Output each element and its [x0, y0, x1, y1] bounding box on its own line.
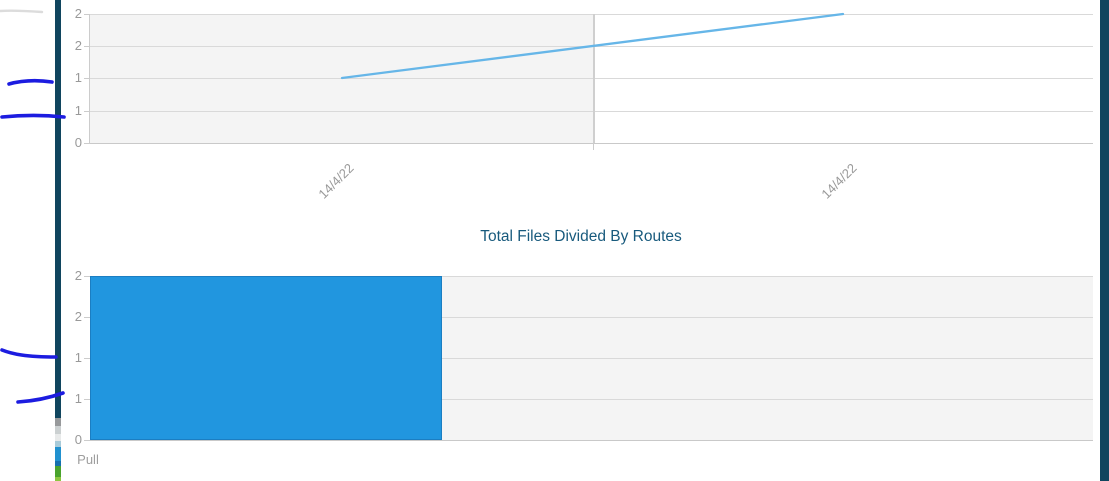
x-tick-label: 14/4/22 — [315, 160, 357, 202]
y-tick — [84, 276, 90, 277]
x-category-label: Pull — [77, 452, 99, 467]
left-strip-segment — [55, 477, 61, 481]
ink-stroke — [7, 79, 54, 86]
y-tick-label: 1 — [74, 70, 82, 85]
y-tick-label: 1 — [74, 103, 82, 118]
y-tick-label: 2 — [74, 6, 82, 21]
left-strip-segment — [55, 441, 61, 447]
gridline — [90, 399, 1093, 401]
gridline — [90, 276, 1093, 278]
y-tick-label: 2 — [74, 38, 82, 53]
y-tick-label: 2 — [74, 309, 82, 324]
gridline — [90, 78, 1093, 80]
left-strip-segment — [55, 426, 61, 434]
y-tick-label: 0 — [74, 432, 82, 447]
gridline — [90, 46, 1093, 48]
x-axis-line — [90, 143, 1093, 145]
y-tick — [84, 399, 90, 400]
bar-pull — [90, 276, 442, 440]
x-axis-line — [90, 440, 1093, 442]
y-tick — [84, 46, 90, 47]
x-tick-label: 14/4/22 — [818, 160, 860, 202]
left-strip-segment — [55, 461, 61, 466]
gridline — [90, 358, 1093, 360]
gridline — [90, 14, 1093, 16]
y-tick — [84, 78, 90, 79]
left-bar — [55, 0, 61, 418]
gridline — [90, 317, 1093, 319]
y-tick-label: 1 — [74, 391, 82, 406]
y-tick — [84, 14, 90, 15]
right-edge-strip — [1100, 0, 1109, 481]
left-strip-segment — [55, 466, 61, 477]
faint-ink-stroke — [0, 9, 44, 14]
left-strip-segment — [55, 418, 61, 426]
y-tick — [84, 111, 90, 112]
bar-chart-title: Total Files Divided By Routes — [480, 228, 682, 245]
gridline — [593, 14, 595, 143]
y-tick — [84, 358, 90, 359]
left-strip-segment — [55, 447, 61, 461]
x-tick — [593, 143, 594, 150]
ink-stroke — [0, 348, 58, 359]
y-tick — [84, 440, 90, 441]
y-tick-label: 1 — [74, 350, 82, 365]
y-tick-label: 2 — [74, 268, 82, 283]
y-tick — [84, 143, 90, 144]
left-strip-segment — [55, 434, 61, 441]
y-tick-label: 0 — [74, 135, 82, 150]
y-tick — [84, 317, 90, 318]
gridline — [90, 111, 1093, 113]
